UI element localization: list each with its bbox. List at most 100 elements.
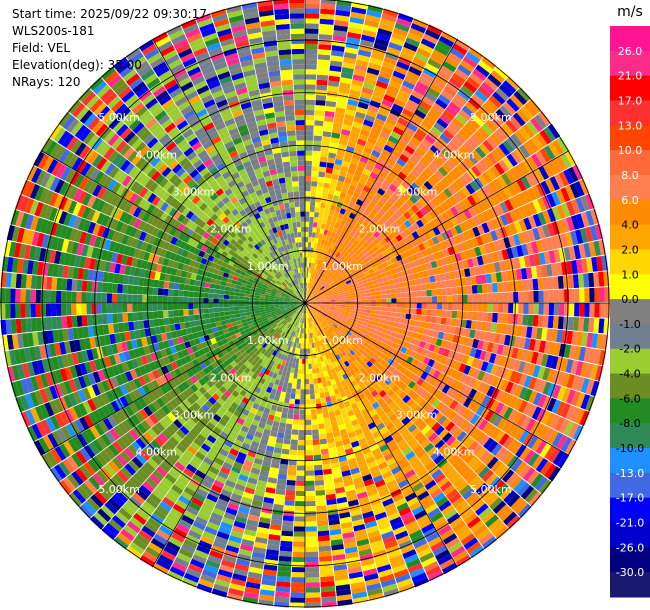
velocity-gate xyxy=(340,255,346,262)
velocity-gate xyxy=(448,170,459,181)
velocity-gate xyxy=(305,526,317,532)
velocity-gate xyxy=(367,281,374,286)
velocity-gate xyxy=(315,403,322,410)
velocity-gate xyxy=(312,279,316,285)
velocity-gate xyxy=(516,178,527,192)
velocity-gate xyxy=(454,133,467,145)
velocity-gate xyxy=(358,194,366,202)
velocity-gate xyxy=(511,181,523,194)
velocity-gate xyxy=(471,114,485,127)
velocity-gate xyxy=(434,274,441,282)
velocity-gate xyxy=(389,316,396,322)
velocity-gate xyxy=(318,233,324,240)
velocity-gate xyxy=(367,159,377,167)
velocity-gate xyxy=(409,195,419,205)
velocity-gate xyxy=(397,12,414,23)
velocity-gate xyxy=(477,174,488,187)
velocity-gate xyxy=(325,251,331,258)
velocity-gate xyxy=(422,67,437,79)
velocity-gate xyxy=(510,324,518,336)
velocity-gate xyxy=(315,89,327,96)
velocity-gate xyxy=(315,495,326,501)
velocity-gate xyxy=(455,178,466,189)
velocity-gate xyxy=(437,250,446,259)
velocity-gate xyxy=(345,193,353,201)
velocity-gate xyxy=(314,464,323,471)
velocity-gate xyxy=(413,85,427,96)
velocity-gate xyxy=(599,287,605,303)
velocity-gate xyxy=(526,156,538,171)
velocity-gate xyxy=(305,94,316,100)
velocity-gate xyxy=(401,303,407,309)
velocity-gate xyxy=(305,536,318,542)
velocity-gate xyxy=(461,311,468,320)
velocity-gate xyxy=(498,260,506,272)
velocity-gate xyxy=(331,285,337,290)
velocity-gate xyxy=(396,60,410,71)
velocity-gate xyxy=(484,77,499,91)
velocity-gate xyxy=(344,293,351,297)
velocity-gate xyxy=(446,81,460,93)
velocity-gate xyxy=(283,402,290,409)
velocity-gate xyxy=(327,258,333,265)
velocity-gate xyxy=(429,144,441,156)
velocity-gate xyxy=(375,259,382,266)
velocity-gate xyxy=(558,289,565,303)
velocity-gate xyxy=(561,202,571,218)
velocity-gate xyxy=(391,148,402,158)
velocity-gate xyxy=(515,325,523,337)
velocity-gate xyxy=(411,297,417,303)
velocity-gate xyxy=(305,226,309,232)
velocity-gate xyxy=(376,242,383,249)
velocity-gate xyxy=(402,257,410,265)
velocity-gate xyxy=(376,187,386,196)
velocity-gate xyxy=(552,139,565,155)
velocity-gate xyxy=(547,276,554,290)
velocity-gate xyxy=(455,113,468,125)
velocity-gate xyxy=(306,267,309,273)
velocity-gate xyxy=(377,75,390,85)
velocity-gate xyxy=(359,287,365,292)
velocity-gate xyxy=(452,262,460,271)
velocity-gate xyxy=(291,434,299,441)
velocity-gate xyxy=(542,163,554,178)
velocity-gate xyxy=(502,139,515,153)
velocity-gate xyxy=(376,299,382,303)
velocity-gate xyxy=(345,307,351,311)
velocity-gate xyxy=(402,202,411,211)
velocity-gate xyxy=(589,287,595,303)
velocity-gate xyxy=(381,149,391,158)
velocity-gate xyxy=(584,288,590,303)
velocity-gate xyxy=(289,454,298,461)
velocity-gate xyxy=(335,217,342,224)
velocity-gate xyxy=(317,283,322,288)
velocity-gate xyxy=(555,189,566,204)
velocity-gate xyxy=(339,208,347,215)
velocity-gate xyxy=(323,126,333,133)
velocity-gate xyxy=(314,299,320,301)
velocity-gate xyxy=(436,288,443,296)
velocity-gate xyxy=(424,29,441,40)
velocity-gate xyxy=(331,261,337,268)
velocity-gate xyxy=(549,176,561,191)
velocity-gate xyxy=(478,143,491,156)
velocity-gate xyxy=(579,288,585,303)
velocity-gate xyxy=(357,281,363,286)
velocity-gate xyxy=(394,282,401,289)
velocity-gate xyxy=(474,266,481,276)
velocity-gate xyxy=(379,216,388,224)
velocity-gate xyxy=(311,232,316,238)
velocity-gate xyxy=(343,119,354,127)
velocity-gate xyxy=(476,201,486,213)
velocity-gate xyxy=(312,263,316,269)
velocity-gate xyxy=(355,198,364,206)
velocity-gate xyxy=(312,252,316,259)
velocity-gate xyxy=(372,245,379,252)
velocity-gate xyxy=(366,192,374,201)
velocity-gate xyxy=(410,285,417,292)
velocity-gate xyxy=(332,277,338,282)
velocity-gate xyxy=(434,44,450,57)
velocity-gate xyxy=(330,137,340,144)
velocity-gate xyxy=(318,545,332,552)
velocity-gate xyxy=(471,93,485,107)
